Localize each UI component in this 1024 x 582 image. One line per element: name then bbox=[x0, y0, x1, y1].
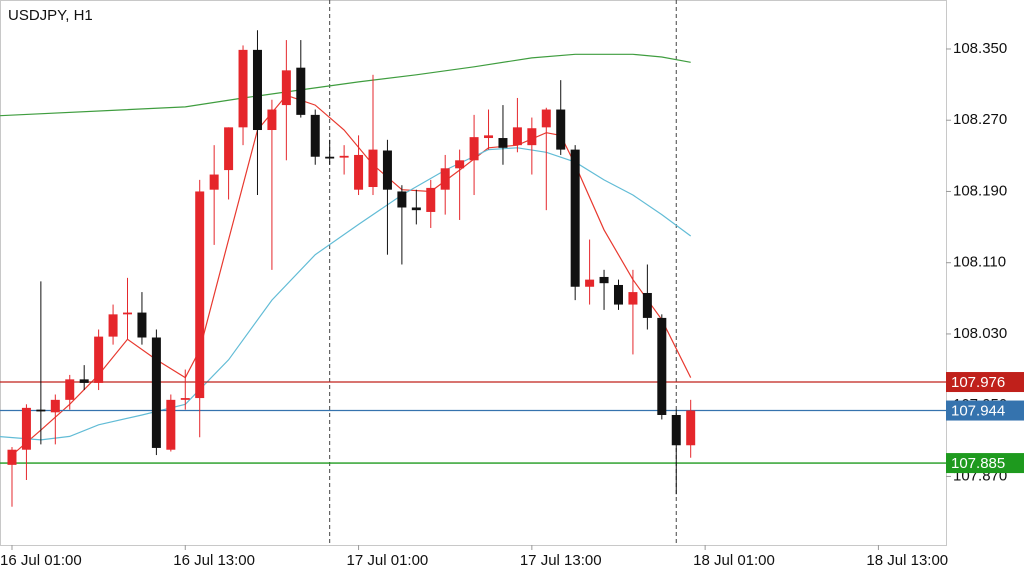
price-level-box bbox=[946, 453, 1024, 474]
price-level-label: 107.944 bbox=[951, 402, 1005, 419]
candle-body bbox=[267, 109, 277, 131]
x-tick-label: 16 Jul 01:00 bbox=[0, 552, 82, 569]
moving-average-line bbox=[0, 53, 691, 117]
candle-body bbox=[180, 398, 190, 400]
price-level-box bbox=[946, 372, 1024, 393]
candle-body bbox=[426, 187, 436, 212]
y-tick-label: 108.190 bbox=[953, 182, 1007, 199]
candle-body bbox=[354, 154, 364, 190]
moving-average-line bbox=[0, 147, 692, 441]
candle-body bbox=[79, 379, 89, 383]
plot-area bbox=[0, 0, 947, 546]
candle-body bbox=[166, 399, 176, 450]
y-tick-label: 108.270 bbox=[953, 111, 1007, 128]
candle-body bbox=[36, 409, 46, 412]
candle-body bbox=[498, 138, 508, 148]
candle-body bbox=[224, 127, 234, 171]
chart-title: USDJPY, H1 bbox=[8, 7, 93, 24]
candle-body bbox=[541, 109, 551, 128]
candle-body bbox=[440, 168, 450, 190]
candle-body bbox=[585, 279, 595, 287]
candle-body bbox=[455, 160, 465, 169]
candle-body bbox=[642, 292, 652, 318]
candle-body bbox=[137, 312, 147, 338]
price-level-label: 107.976 bbox=[951, 374, 1005, 391]
x-tick-label: 17 Jul 13:00 bbox=[520, 552, 602, 569]
price-level-box bbox=[946, 400, 1024, 421]
y-tick-label: 108.350 bbox=[953, 40, 1007, 57]
candle-body bbox=[628, 292, 638, 305]
candle-body bbox=[296, 67, 306, 115]
price-level-label: 107.885 bbox=[951, 455, 1005, 472]
candle-body bbox=[108, 314, 118, 337]
candle-body bbox=[252, 49, 262, 131]
candle-body bbox=[469, 137, 479, 161]
candle-body bbox=[310, 114, 320, 157]
candle-body bbox=[209, 174, 219, 190]
candle-body bbox=[613, 284, 623, 305]
candle-body bbox=[65, 379, 75, 400]
x-tick-label: 18 Jul 01:00 bbox=[693, 552, 775, 569]
candle-body bbox=[512, 127, 522, 146]
candle-body bbox=[368, 149, 378, 188]
x-tick-label: 16 Jul 13:00 bbox=[173, 552, 255, 569]
candle-body bbox=[484, 135, 494, 139]
candle-body bbox=[50, 399, 60, 413]
candle-body bbox=[686, 410, 696, 446]
candle-body bbox=[238, 49, 248, 128]
candle-body bbox=[411, 207, 421, 211]
candle-body bbox=[671, 414, 681, 446]
candle-body bbox=[7, 449, 17, 465]
candle-body bbox=[570, 149, 580, 287]
candle-body bbox=[281, 70, 291, 106]
y-tick-label: 108.030 bbox=[953, 325, 1007, 342]
candle-body bbox=[325, 156, 335, 159]
candle-body bbox=[599, 276, 609, 284]
candle-body bbox=[94, 336, 104, 383]
candle-body bbox=[151, 337, 161, 448]
x-tick-label: 18 Jul 13:00 bbox=[866, 552, 948, 569]
candle-body bbox=[123, 312, 133, 315]
candle-body bbox=[195, 191, 205, 399]
candle-body bbox=[657, 317, 667, 415]
candle-body bbox=[339, 155, 349, 158]
x-tick-label: 17 Jul 01:00 bbox=[347, 552, 429, 569]
candle-body bbox=[556, 109, 566, 150]
candle-body bbox=[527, 128, 537, 146]
candle-body bbox=[21, 407, 31, 450]
candle-body bbox=[382, 150, 392, 190]
candle-body bbox=[397, 191, 407, 208]
y-tick-label: 108.110 bbox=[953, 254, 1006, 271]
